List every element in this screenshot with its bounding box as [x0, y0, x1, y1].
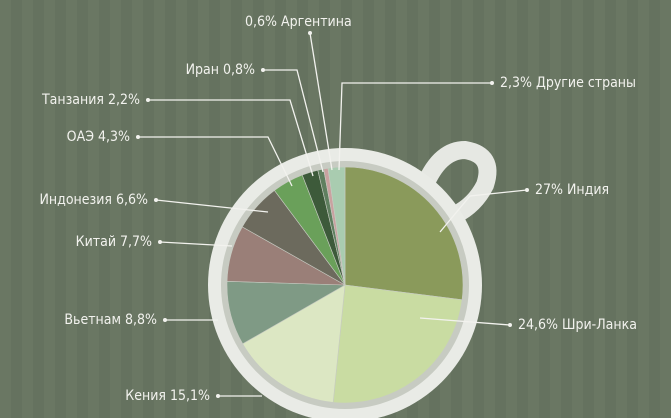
slice-label: ОАЭ 4,3%: [67, 129, 130, 145]
chart: 27% Индия 24,6% Шри-Ланка Кения 15,1% Вьетн…: [0, 0, 671, 418]
leader-dot: [525, 188, 529, 192]
leader-dot: [146, 98, 150, 102]
slice-label: 24,6% Шри-Ланка: [518, 317, 637, 333]
leader-dot: [490, 81, 494, 85]
leader-dot: [163, 318, 167, 322]
slice-label: Индонезия 6,6%: [39, 192, 148, 208]
slice-label: 27% Индия: [535, 182, 609, 198]
slice-label: 2,3% Другие страны: [500, 75, 636, 91]
leader-dot: [158, 240, 162, 244]
leader-dot: [136, 135, 140, 139]
leader-dot: [216, 394, 220, 398]
slice-label: Кения 15,1%: [125, 388, 210, 404]
slice-label: Иран 0,8%: [186, 62, 255, 78]
slice-label: Танзания 2,2%: [41, 92, 140, 108]
leader-dot: [308, 31, 312, 35]
leader-dot: [154, 198, 158, 202]
leader-dot: [261, 68, 265, 72]
slice-label: Китай 7,7%: [76, 234, 152, 250]
leader-dot: [508, 323, 512, 327]
slice-label: Вьетнам 8,8%: [64, 312, 157, 328]
slice-label: 0,6% Аргентина: [245, 14, 352, 30]
